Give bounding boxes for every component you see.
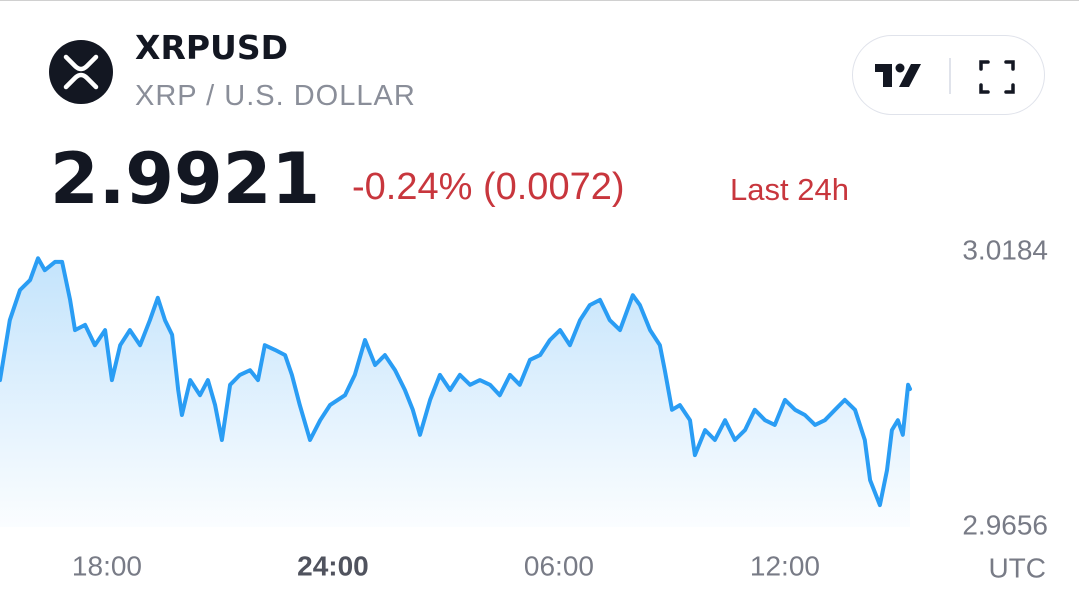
coin-logo — [49, 40, 113, 104]
tradingview-logo[interactable] — [875, 63, 921, 88]
timezone-label: UTC — [988, 552, 1046, 583]
x-tick-label: 12:00 — [750, 550, 820, 581]
fullscreen-button[interactable] — [979, 60, 1015, 94]
symbol-name: XRP / U.S. DOLLAR — [135, 80, 416, 112]
price-line — [0, 256, 912, 508]
y-tick-label: 2.9656 — [962, 509, 1048, 540]
toolbar-icons — [875, 58, 1015, 94]
change-period: Last 24h — [730, 172, 849, 207]
x-tick-label: 06:00 — [524, 550, 594, 581]
x-tick-label: 18:00 — [72, 550, 142, 581]
symbol: XRPUSD — [135, 28, 288, 67]
toolbar — [852, 35, 1045, 115]
top-border — [0, 0, 1079, 1]
area — [0, 258, 910, 527]
y-tick-label: 3.0184 — [962, 234, 1048, 265]
x-tick-label: 24:00 — [297, 550, 369, 581]
price-change: -0.24% (0.0072) — [352, 166, 625, 208]
last-price: 2.9921 — [50, 138, 321, 220]
